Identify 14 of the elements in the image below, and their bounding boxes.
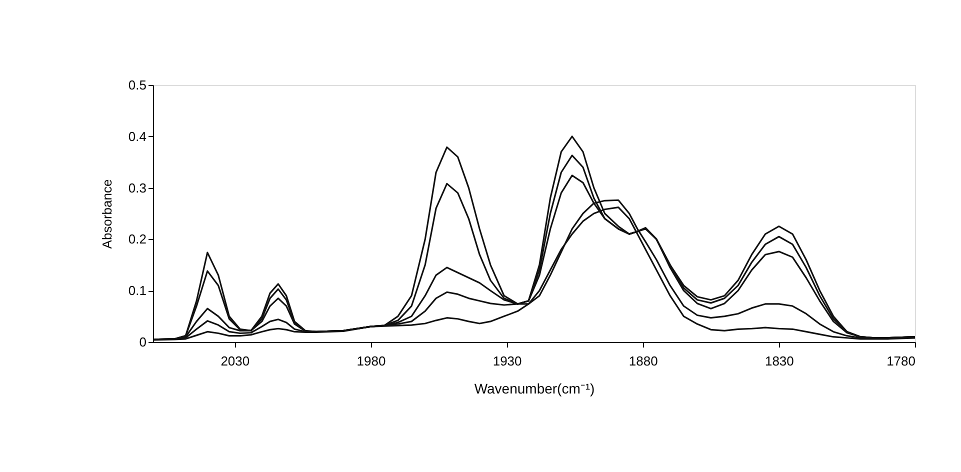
x-tick-label: 2030 (220, 354, 250, 368)
x-tick-label: 1780 (886, 354, 916, 368)
y-tick-label: 0.1 (128, 283, 146, 298)
y-tick-label: 0.5 (128, 78, 146, 92)
x-tick-label: 1980 (356, 354, 386, 368)
x-tick-label: 1880 (628, 354, 658, 368)
y-axis-title: Absorbance (99, 179, 114, 249)
y-tick-label: 0 (139, 334, 146, 350)
x-tick-label: 1830 (764, 354, 794, 368)
y-tick-label: 0.2 (128, 232, 146, 247)
y-tick-label: 0.3 (128, 180, 146, 196)
y-tick-label: 0.4 (128, 128, 146, 144)
x-axis-title: Wavenumber(cm⁻¹) (474, 380, 595, 396)
x-tick-label: 1930 (492, 354, 522, 368)
